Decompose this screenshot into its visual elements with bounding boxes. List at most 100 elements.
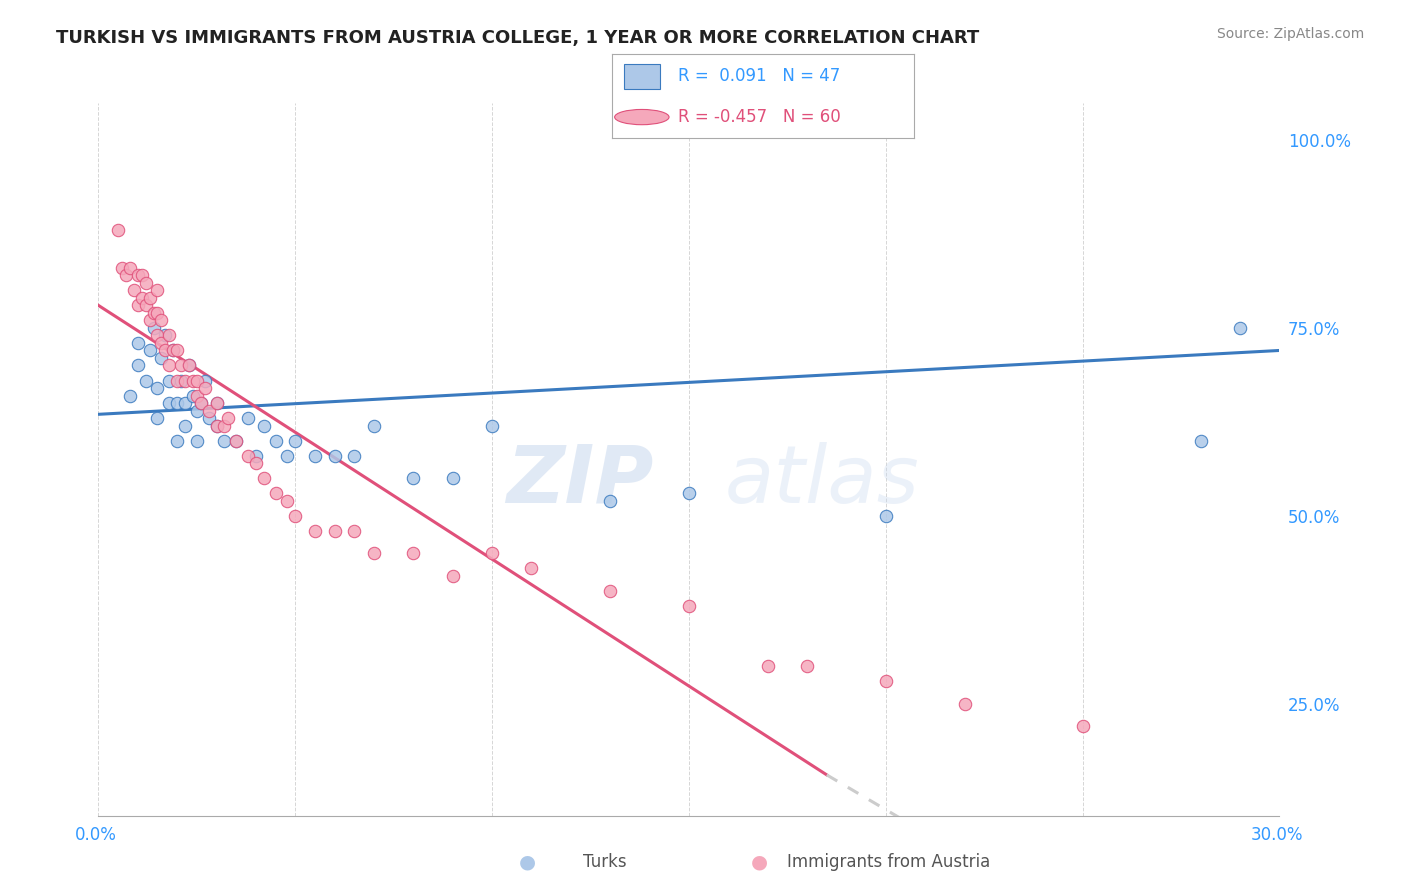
Point [155,343,177,358]
Point [1229,321,1251,335]
Point [264,434,287,448]
Point [205,396,228,410]
Point [127,359,149,373]
Point [343,524,366,538]
Point [323,524,346,538]
Point [157,396,180,410]
Point [214,434,236,448]
FancyBboxPatch shape [624,63,659,89]
Point [118,260,141,275]
Point [197,411,219,425]
Point [225,434,247,448]
Point [166,374,188,388]
Point [107,223,129,237]
Point [214,418,236,433]
Point [343,449,366,463]
Point [155,328,177,343]
Point [186,374,208,388]
Point [146,306,169,320]
Point [756,659,779,673]
Point [166,434,188,448]
Point [205,418,228,433]
Point [402,546,425,560]
Point [177,359,200,373]
Point [253,471,276,485]
Point [157,374,180,388]
Point [135,298,157,312]
Text: atlas: atlas [724,442,920,520]
Point [194,381,217,395]
Point [157,359,180,373]
Point [599,493,621,508]
Point [135,374,157,388]
Point [875,508,897,523]
Point [599,583,621,598]
Point [284,434,307,448]
Text: R =  0.091   N = 47: R = 0.091 N = 47 [678,68,841,86]
Point [875,673,897,688]
Text: ●: ● [751,852,768,871]
Point [150,351,173,365]
Point [150,313,173,327]
Point [157,328,180,343]
Point [131,268,153,283]
Point [127,335,149,350]
Point [363,546,385,560]
Point [146,411,169,425]
Point [127,268,149,283]
Point [146,381,169,395]
Point [304,524,326,538]
Point [520,561,543,575]
Point [284,508,307,523]
Text: Immigrants from Austria: Immigrants from Austria [787,853,991,871]
Point [217,411,239,425]
Point [481,546,503,560]
Point [796,659,818,673]
Point [142,321,165,335]
Point [276,449,298,463]
Point [205,396,228,410]
Point [236,411,259,425]
Text: ZIP: ZIP [506,442,654,520]
Point [146,284,169,298]
Point [118,388,141,402]
Point [181,388,204,402]
Point [205,418,228,433]
Point [194,374,217,388]
Point [197,403,219,417]
Point [481,418,503,433]
Point [131,291,153,305]
Point [170,374,193,388]
Point [170,359,193,373]
Point [363,418,385,433]
Point [190,396,212,410]
Point [245,456,267,470]
Point [1071,719,1094,733]
Point [174,396,197,410]
Text: ●: ● [519,852,536,871]
Text: Source: ZipAtlas.com: Source: ZipAtlas.com [1216,27,1364,41]
Point [174,418,197,433]
Point [166,396,188,410]
Point [323,449,346,463]
Point [402,471,425,485]
Point [115,268,138,283]
Point [253,418,276,433]
Point [142,306,165,320]
Point [177,359,200,373]
Point [441,471,464,485]
Point [146,328,169,343]
Text: R = -0.457   N = 60: R = -0.457 N = 60 [678,108,841,126]
Point [127,298,149,312]
Point [181,374,204,388]
Point [111,260,134,275]
Point [953,697,976,711]
Point [162,343,184,358]
Point [304,449,326,463]
Point [138,291,160,305]
Point [166,343,188,358]
Text: Turks: Turks [583,853,627,871]
Point [186,403,208,417]
Point [678,599,700,613]
Point [186,388,208,402]
